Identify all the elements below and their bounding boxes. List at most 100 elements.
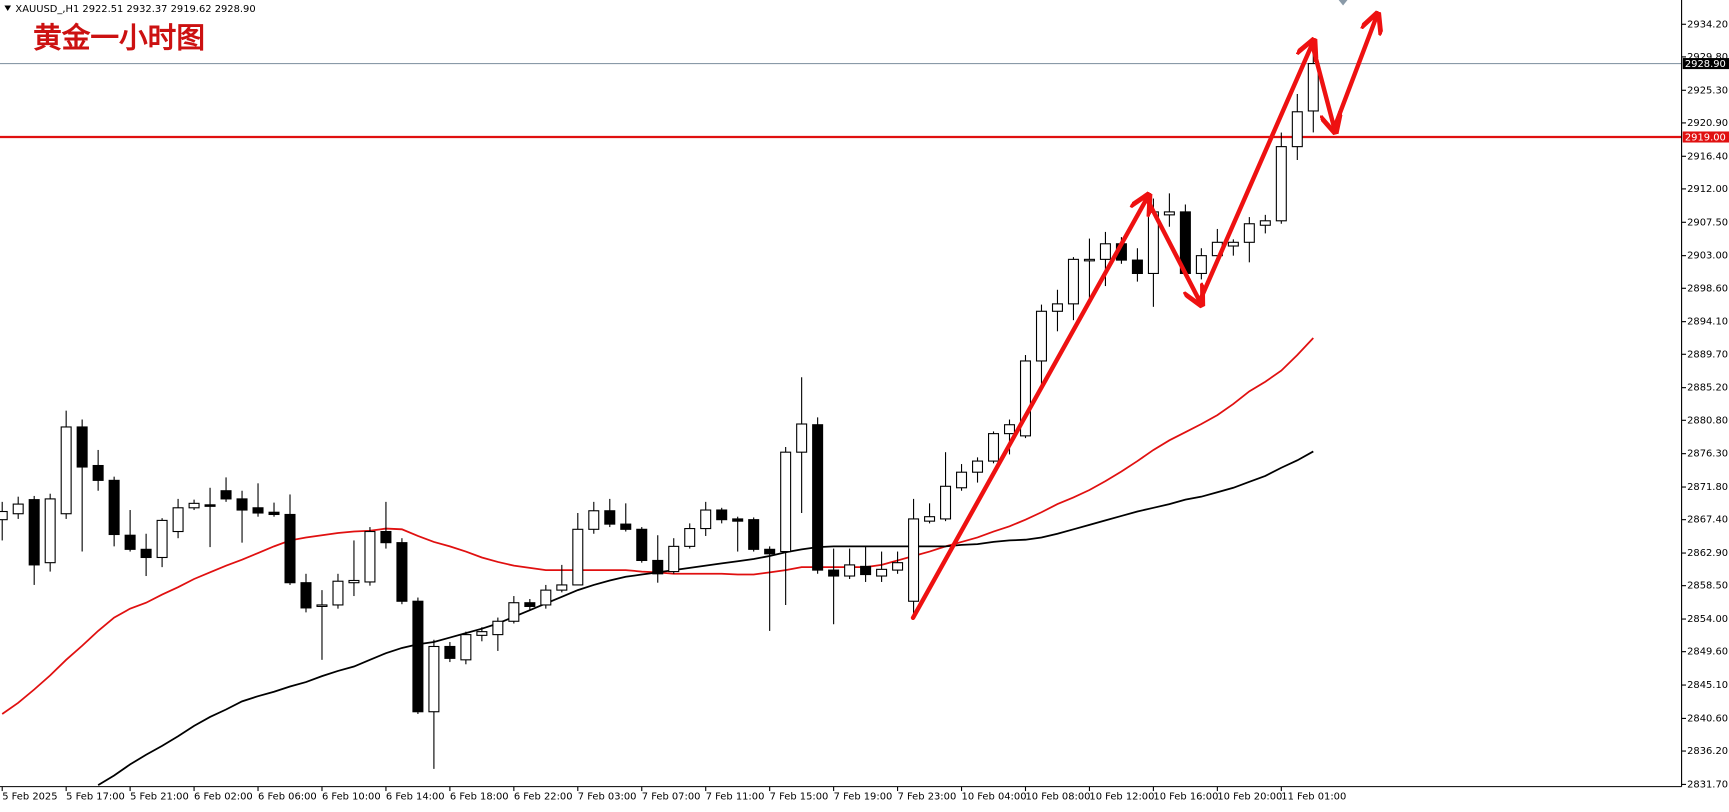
candle-body bbox=[268, 511, 280, 516]
y-tick-label: 2858.50 bbox=[1687, 581, 1728, 592]
candle-body bbox=[332, 580, 344, 606]
candle-body bbox=[860, 565, 872, 576]
candle-body bbox=[780, 451, 792, 553]
candle-body bbox=[380, 530, 392, 544]
candle-body bbox=[1131, 259, 1143, 275]
candle-body bbox=[1259, 220, 1271, 226]
candle-body bbox=[108, 479, 120, 536]
arrow-down bbox=[1309, 41, 1334, 128]
candle-body bbox=[716, 509, 728, 521]
candle-body bbox=[172, 507, 184, 533]
candle-body bbox=[956, 471, 968, 489]
candle-body bbox=[924, 516, 936, 522]
x-tick-label: 10 Feb 08:00 bbox=[1025, 792, 1090, 803]
candle-body bbox=[700, 509, 712, 530]
y-tick-label: 2862.90 bbox=[1687, 548, 1728, 559]
x-tick-label: 7 Feb 03:00 bbox=[578, 792, 637, 803]
candle-body bbox=[156, 519, 168, 559]
candle-body bbox=[572, 528, 584, 586]
price-label: 2919.00 bbox=[1685, 133, 1726, 144]
candle-body bbox=[892, 562, 904, 571]
y-tick-label: 2849.60 bbox=[1687, 647, 1728, 658]
x-tick-label: 10 Feb 20:00 bbox=[1217, 792, 1282, 803]
y-tick-label: 2929.80 bbox=[1687, 52, 1728, 63]
candle-body bbox=[987, 433, 1000, 462]
candle-body bbox=[508, 602, 520, 622]
plot-area bbox=[0, 37, 1682, 786]
y-tick-label: 2907.50 bbox=[1687, 217, 1728, 228]
candle-body bbox=[620, 523, 632, 530]
candle-body bbox=[556, 584, 568, 591]
candle-body bbox=[940, 485, 952, 520]
x-tick-label: 7 Feb 07:00 bbox=[642, 792, 701, 803]
candle-body bbox=[540, 589, 552, 606]
x-tick-label: 7 Feb 15:00 bbox=[770, 792, 829, 803]
candle-body bbox=[12, 503, 24, 515]
x-tick-label: 10 Feb 04:00 bbox=[962, 792, 1027, 803]
x-tick-label: 11 Feb 01:00 bbox=[1281, 792, 1346, 803]
candle-body bbox=[44, 498, 56, 564]
candle-body bbox=[396, 542, 408, 602]
candle-body bbox=[300, 582, 312, 609]
candle-body bbox=[140, 548, 152, 559]
candle-body bbox=[348, 579, 360, 584]
x-tick-label: 5 Feb 2025 bbox=[2, 792, 57, 803]
x-tick-label: 6 Feb 10:00 bbox=[322, 792, 381, 803]
price-label: 2928.90 bbox=[1685, 59, 1726, 70]
y-tick-label: 2916.40 bbox=[1687, 151, 1728, 162]
candle-body bbox=[908, 518, 920, 602]
x-tick-label: 6 Feb 22:00 bbox=[514, 792, 573, 803]
y-tick-label: 2871.80 bbox=[1687, 482, 1728, 493]
y-tick-label: 2934.20 bbox=[1687, 19, 1728, 30]
y-tick-label: 2880.80 bbox=[1687, 415, 1728, 426]
y-tick-label: 2894.10 bbox=[1687, 317, 1728, 328]
candle-body bbox=[492, 620, 504, 636]
candle-body bbox=[460, 634, 472, 661]
candle-body bbox=[1195, 255, 1207, 275]
y-tick-label: 2831.70 bbox=[1687, 779, 1728, 790]
y-tick-label: 2889.70 bbox=[1687, 349, 1728, 360]
candle-body bbox=[252, 507, 264, 514]
candle-body bbox=[92, 464, 104, 481]
y-tick-label: 2867.40 bbox=[1687, 515, 1728, 526]
arrow-up bbox=[910, 199, 1147, 621]
y-tick-label: 2845.10 bbox=[1687, 680, 1728, 691]
candle-body bbox=[412, 600, 424, 713]
candle-body bbox=[364, 530, 376, 583]
header-triangle bbox=[4, 5, 12, 12]
shift-marker bbox=[1338, 0, 1348, 6]
y-tick-label: 2912.00 bbox=[1687, 184, 1728, 195]
candle-body bbox=[204, 504, 216, 507]
y-tick-label: 2903.00 bbox=[1687, 251, 1728, 262]
price-label-box bbox=[1682, 131, 1729, 143]
candle-body bbox=[844, 564, 856, 577]
candle-body bbox=[588, 510, 600, 530]
candle-body bbox=[1099, 243, 1111, 260]
y-tick-label: 2836.20 bbox=[1687, 746, 1728, 757]
y-tick-label: 2840.60 bbox=[1687, 713, 1728, 724]
candle-body bbox=[0, 510, 8, 521]
x-tick-label: 5 Feb 21:00 bbox=[130, 792, 189, 803]
x-tick-label: 6 Feb 06:00 bbox=[258, 792, 317, 803]
moving-average bbox=[97, 450, 1314, 786]
chart-header: XAUUSD_,H1 2922.51 2932.37 2919.62 2928.… bbox=[15, 4, 255, 15]
y-tick-label: 2898.60 bbox=[1687, 283, 1728, 294]
y-tick-label: 2920.90 bbox=[1687, 118, 1728, 129]
candle-body bbox=[428, 645, 440, 713]
candle-body bbox=[1067, 258, 1079, 305]
price-label-box bbox=[1682, 58, 1729, 70]
candle-body bbox=[972, 460, 984, 473]
candle-body bbox=[1243, 223, 1255, 243]
candle-body bbox=[1291, 111, 1303, 148]
candle-body bbox=[1083, 258, 1095, 262]
candle-body bbox=[796, 423, 808, 453]
arrow-up bbox=[1197, 44, 1312, 304]
x-tick-label: 7 Feb 11:00 bbox=[706, 792, 765, 803]
candle-body bbox=[684, 528, 696, 547]
candle-body bbox=[28, 499, 40, 566]
x-tick-label: 6 Feb 02:00 bbox=[194, 792, 253, 803]
candle-body bbox=[1163, 211, 1175, 216]
